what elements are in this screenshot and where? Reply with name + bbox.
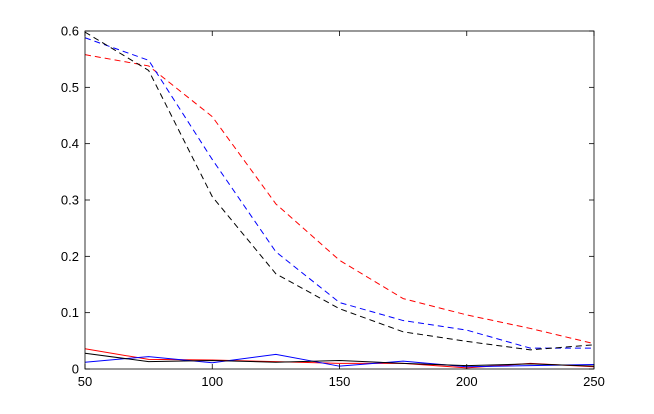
x-tick-label: 150 [329, 374, 351, 389]
series-line-6 [84, 352, 595, 367]
y-tick-label: 0.1 [61, 305, 79, 320]
y-tick-label: 0 [72, 362, 79, 377]
x-tick-label: 250 [583, 374, 605, 389]
plot-background [85, 31, 594, 369]
series-line-3 [84, 31, 595, 351]
axes: 50 100 150 200 250 0 0.1 0.2 0.3 0.4 0.5 0.6 [61, 24, 605, 390]
x-tick-label: 100 [201, 374, 223, 389]
y-tick-label: 0.3 [61, 193, 79, 208]
x-tick-label: 50 [78, 374, 92, 389]
x-tick-label: 200 [456, 374, 478, 389]
plot-area [85, 31, 594, 369]
series-line-1 [84, 54, 595, 345]
y-tick-label: 0.6 [61, 24, 79, 39]
series-line-2 [84, 37, 594, 349]
y-tick-label: 0.5 [61, 80, 79, 95]
y-tick-label: 0.4 [61, 136, 79, 151]
y-tick-label: 0.2 [61, 249, 79, 264]
